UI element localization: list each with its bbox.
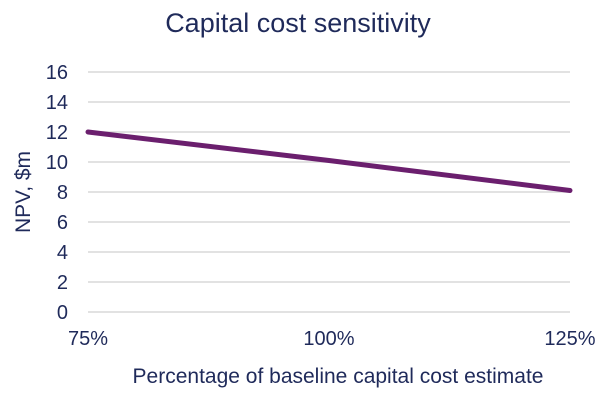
y-tick-label: 10 [46, 152, 68, 174]
x-axis-label: Percentage of baseline capital cost esti… [133, 365, 544, 388]
y-tick-label: 2 [57, 272, 68, 294]
y-tick-label: 0 [57, 302, 68, 324]
x-tick-label: 75% [68, 328, 108, 350]
y-axis-ticks: 0 2 4 6 8 10 12 16 14 [46, 62, 68, 324]
npv-series-line [85, 129, 573, 193]
y-tick-label: 16 [46, 62, 68, 84]
x-tick-label: 100% [303, 328, 354, 350]
y-tick-label: 14 [46, 92, 68, 114]
chart-title: Capital cost sensitivity [165, 8, 431, 38]
gridlines [88, 71, 570, 313]
y-tick-label: 6 [57, 212, 68, 234]
y-axis-label: NPV, $m [12, 151, 35, 233]
x-tick-label: 125% [544, 328, 595, 350]
y-tick-label: 4 [57, 242, 68, 264]
series-lines [85, 129, 573, 193]
x-axis-ticks: 75% 100% 125% [68, 328, 596, 350]
y-tick-label: 12 [46, 122, 68, 144]
y-tick-label: 8 [57, 182, 68, 204]
